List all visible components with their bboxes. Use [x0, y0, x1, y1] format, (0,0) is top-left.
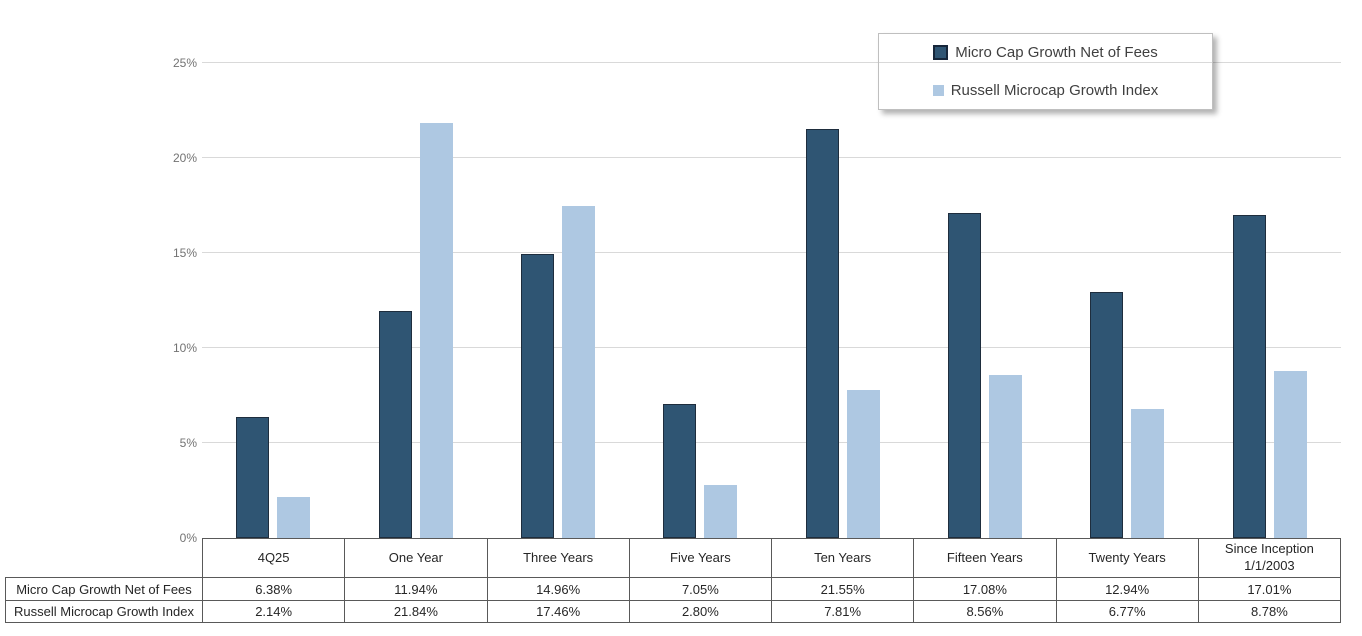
y-tick-label: 0% [179, 531, 197, 545]
bar-index-1 [277, 497, 311, 538]
table-value-cell: 6.38% [201, 577, 346, 601]
y-tick-label: 10% [172, 341, 197, 355]
bar-index-6 [989, 375, 1023, 538]
table-column-header-1: 4Q25 [201, 538, 346, 578]
legend-swatch-index-icon [932, 84, 944, 96]
gridline [202, 442, 1341, 443]
bar-index-4 [704, 484, 738, 538]
y-tick-label: 20% [172, 151, 197, 165]
table-value-cell: 7.05% [628, 577, 773, 601]
y-tick-label: 25% [172, 56, 197, 70]
bar-index-5 [846, 389, 880, 538]
table-row: Micro Cap Growth Net of Fees 6.38% 11.94% 1… [5, 577, 1342, 601]
table-value-cell: 12.94% [1055, 577, 1199, 601]
table-value-cell: 8.56% [913, 600, 1057, 623]
table-column-header-4: Five Years [628, 538, 773, 578]
bar-index-7 [1131, 409, 1165, 538]
bar-net-of-fees-6 [948, 213, 982, 538]
legend-label-net-of-fees: Micro Cap Growth Net of Fees [955, 44, 1158, 62]
legend-item-net-of-fees: Micro Cap Growth Net of Fees [879, 44, 1212, 61]
bar-net-of-fees-4 [663, 404, 697, 538]
table-value-cell: 14.96% [486, 577, 630, 601]
table-row-label-net-of-fees: Micro Cap Growth Net of Fees [5, 577, 203, 601]
y-axis: 0% 5% 10% 15% 20% 25% [140, 56, 197, 545]
plot-area [202, 62, 1341, 538]
table-column-header-3: Three Years [486, 538, 630, 578]
bar-index-2 [419, 123, 453, 538]
gridline [202, 157, 1341, 158]
y-tick-label: 15% [172, 246, 197, 260]
table-value-cell: 17.46% [486, 600, 630, 623]
table-row: Russell Microcap Growth Index 2.14% 21.84%… [5, 600, 1342, 623]
table-value-cell: 17.01% [1197, 577, 1342, 601]
bar-net-of-fees-2 [378, 311, 412, 538]
table-column-header-7: Twenty Years [1055, 538, 1199, 578]
gridline [202, 252, 1341, 253]
table-value-cell: 21.84% [344, 600, 488, 623]
table-value-cell: 17.08% [913, 577, 1057, 601]
gridline [202, 347, 1341, 348]
legend-item-index: Russell Microcap Growth Index [879, 82, 1212, 99]
bar-index-3 [561, 206, 595, 538]
bar-net-of-fees-1 [236, 416, 270, 538]
legend-label-index: Russell Microcap Growth Index [950, 81, 1159, 99]
table-column-header-6: Fifteen Years [913, 538, 1057, 578]
table-value-cell: 2.80% [628, 600, 773, 623]
table-value-cell: 11.94% [344, 577, 488, 601]
bar-net-of-fees-7 [1090, 292, 1124, 538]
bar-net-of-fees-5 [805, 128, 839, 538]
bar-net-of-fees-8 [1232, 214, 1266, 538]
gridline [202, 62, 1341, 63]
bar-index-8 [1273, 371, 1307, 538]
legend-swatch-net-of-fees-icon [933, 45, 949, 61]
table-value-cell: 2.14% [201, 600, 346, 623]
table-corner-cell [6, 539, 203, 578]
table-column-header-8: Since Inception 1/1/2003 [1197, 538, 1342, 578]
legend: Micro Cap Growth Net of Fees Russell Mic… [878, 33, 1213, 110]
bar-net-of-fees-3 [520, 253, 554, 538]
table-value-cell: 21.55% [770, 577, 915, 601]
y-tick-label: 5% [179, 436, 197, 450]
table-value-cell: 7.81% [770, 600, 915, 623]
table-value-cell: 6.77% [1055, 600, 1199, 623]
data-table: 4Q25 One Year Three Years Five Years Ten Yea… [5, 538, 1342, 623]
table-row-label-index: Russell Microcap Growth Index [5, 600, 203, 623]
table-column-header-2: One Year [344, 538, 488, 578]
table-value-cell: 8.78% [1197, 600, 1342, 623]
table-column-header-5: Ten Years [770, 538, 915, 578]
